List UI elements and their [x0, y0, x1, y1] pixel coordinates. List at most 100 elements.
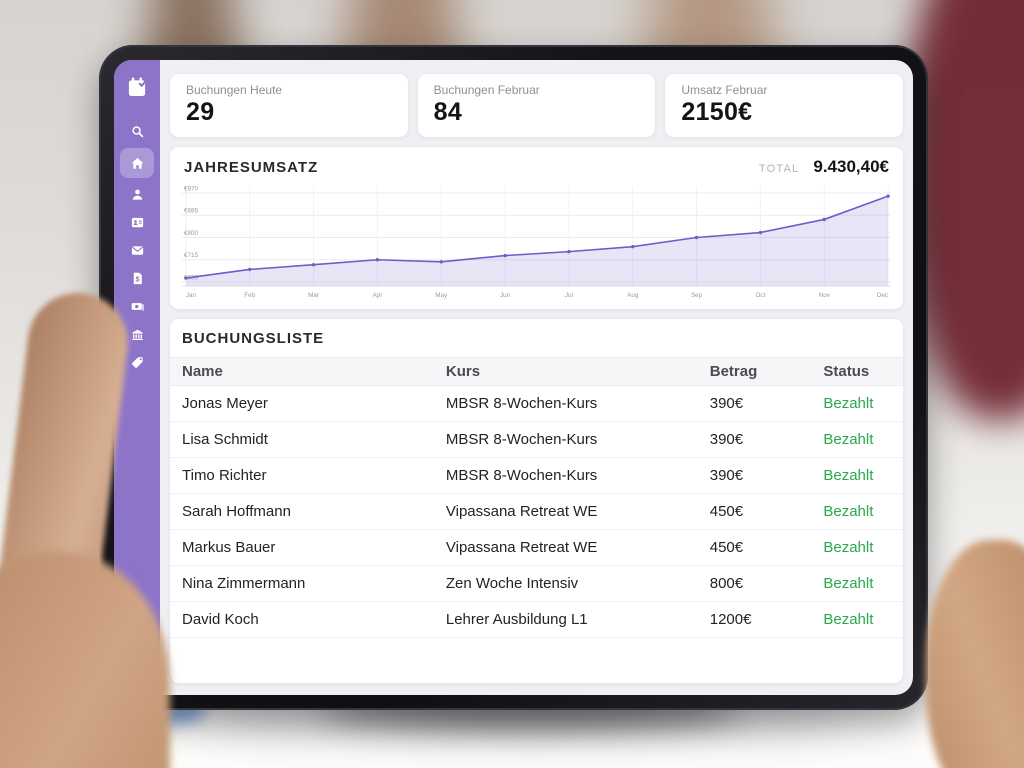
booking-row[interactable]: Lisa Schmidt MBSR 8-Wochen-Kurs 390€ Bezahl…	[170, 421, 903, 458]
booking-row[interactable]: Timo Richter MBSR 8-Wochen-Kurs 390€ Bezahl…	[170, 457, 903, 494]
sidebar-item-bank[interactable]	[120, 321, 154, 348]
booking-row[interactable]: Nina Zimmermann Zen Woche Intensiv 800€ Bez…	[170, 565, 903, 602]
cell-name: Lisa Schmidt	[170, 421, 434, 458]
stat-label: Buchungen Heute	[186, 83, 283, 97]
bank-icon	[130, 327, 145, 342]
column-header-name: Name	[170, 357, 434, 386]
chart-title: JAHRESUMSATZ	[184, 159, 319, 176]
cell-status: Bezahlt	[811, 601, 903, 638]
cell-kurs: MBSR 8-Wochen-Kurs	[433, 421, 698, 458]
sidebar-item-mail[interactable]	[120, 237, 154, 264]
home-icon	[130, 156, 145, 171]
svg-text:Jul: Jul	[565, 292, 573, 299]
cell-betrag: 390€	[697, 385, 812, 422]
table-header: Name Kurs Betrag Status	[170, 357, 903, 386]
cell-status: Bezahlt	[811, 385, 903, 422]
cell-kurs: MBSR 8-Wochen-Kurs	[433, 385, 698, 422]
stat-value: 2150€	[681, 98, 753, 126]
bookings-table: Name Kurs Betrag Status Jonas Meyer MBSR …	[170, 357, 903, 638]
revenue-area-chart: €970€885€800€715€630JanFebMarAprMayJunJu…	[182, 185, 891, 299]
sidebar-item-user[interactable]	[120, 181, 154, 208]
sidebar-item-invoice[interactable]: $	[120, 265, 154, 292]
annual-revenue-card: JAHRESUMSATZ TOTAL 9.430,40€ €970 €885 €80…	[170, 147, 903, 309]
svg-text:Oct: Oct	[756, 292, 766, 299]
user-icon	[130, 187, 145, 202]
cell-name: Nina Zimmermann	[170, 565, 434, 602]
mail-icon	[130, 243, 145, 258]
app-logo[interactable]	[122, 72, 152, 102]
cell-status: Bezahlt	[811, 421, 903, 458]
svg-text:Nov: Nov	[819, 292, 831, 299]
cell-betrag: 450€	[697, 529, 812, 566]
sidebar-item-contacts[interactable]	[120, 209, 154, 236]
stat-label: Buchungen Februar	[433, 83, 540, 97]
cell-kurs: Zen Woche Intensiv	[433, 565, 698, 602]
svg-text:€800: €800	[184, 230, 198, 237]
svg-text:Feb: Feb	[244, 292, 255, 299]
table-body: Jonas Meyer MBSR 8-Wochen-Kurs 390€ Bezahlt…	[170, 385, 903, 638]
bookings-card: BUCHUNGSLISTE Name Kurs Betrag Status Jo…	[170, 319, 903, 683]
cell-name: Sarah Hoffmann	[170, 493, 434, 530]
svg-text:Jan: Jan	[186, 292, 197, 299]
chart-total: TOTAL 9.430,40€	[759, 157, 889, 177]
cell-status: Bezahlt	[811, 565, 903, 602]
column-header-kurs: Kurs	[433, 357, 698, 386]
calendar-check-icon	[125, 75, 149, 99]
column-header-betrag: Betrag	[697, 357, 812, 386]
booking-row[interactable]: Markus Bauer Vipassana Retreat WE 450€ Beza…	[170, 529, 903, 566]
sidebar-item-banknote[interactable]	[120, 293, 154, 320]
cell-name: Timo Richter	[170, 457, 434, 494]
cell-betrag: 800€	[697, 565, 812, 602]
svg-text:Sep: Sep	[691, 292, 703, 299]
cell-kurs: Vipassana Retreat WE	[433, 529, 698, 566]
cell-kurs: Vipassana Retreat WE	[433, 493, 698, 530]
cell-name: David Koch	[170, 601, 434, 638]
search-icon	[130, 124, 145, 139]
contacts-icon	[130, 215, 145, 230]
total-label: TOTAL	[758, 163, 800, 175]
cell-status: Bezahlt	[811, 457, 903, 494]
cell-name: Markus Bauer	[170, 529, 434, 566]
sidebar-item-home[interactable]	[120, 148, 154, 178]
cell-betrag: 390€	[697, 457, 812, 494]
booking-row[interactable]: David Koch Lehrer Ausbildung L1 1200€ Bezah…	[170, 601, 903, 638]
booking-row[interactable]: Sarah Hoffmann Vipassana Retreat WE 450€ Be…	[170, 493, 903, 530]
cell-betrag: 1200€	[697, 601, 812, 638]
cell-betrag: 390€	[697, 421, 812, 458]
tag-icon	[130, 355, 145, 370]
svg-text:Aug: Aug	[627, 292, 639, 299]
main-content: Buchungen Heute 29 Buchungen Februar 84 …	[160, 60, 913, 695]
svg-text:$: $	[135, 277, 139, 284]
svg-text:Dec: Dec	[877, 292, 889, 299]
column-header-status: Status	[811, 357, 903, 386]
right-hand	[926, 540, 1024, 768]
chart-header: JAHRESUMSATZ TOTAL 9.430,40€	[182, 157, 891, 183]
stat-label: Umsatz Februar	[681, 83, 768, 97]
cell-status: Bezahlt	[811, 493, 903, 530]
banknote-icon	[130, 299, 145, 314]
stat-card-revenue-february: Umsatz Februar 2150€	[665, 74, 904, 137]
cell-betrag: 450€	[697, 493, 812, 530]
svg-text:€885: €885	[184, 208, 198, 215]
stat-value: 29	[186, 98, 215, 126]
total-value: 9.430,40€	[813, 157, 889, 176]
stat-card-bookings-february: Buchungen Februar 84	[417, 74, 656, 137]
svg-text:Jun: Jun	[500, 292, 511, 299]
cell-kurs: Lehrer Ausbildung L1	[433, 601, 698, 638]
stat-card-bookings-today: Buchungen Heute 29	[170, 74, 408, 137]
svg-text:Apr: Apr	[372, 292, 383, 299]
sidebar-item-search[interactable]	[120, 118, 154, 145]
svg-text:€970: €970	[184, 185, 198, 192]
svg-text:Mar: Mar	[308, 292, 320, 299]
app-screen: $? Buchungen Heute 29 Buchungen Februar …	[114, 60, 913, 695]
cell-status: Bezahlt	[811, 529, 903, 566]
invoice-icon: $	[130, 271, 145, 286]
stats-row: Buchungen Heute 29 Buchungen Februar 84 …	[170, 74, 904, 137]
booking-row[interactable]: Jonas Meyer MBSR 8-Wochen-Kurs 390€ Bezahlt	[170, 385, 903, 422]
cell-kurs: MBSR 8-Wochen-Kurs	[433, 457, 698, 494]
stat-value: 84	[433, 98, 463, 126]
svg-text:May: May	[435, 292, 448, 299]
table-title: BUCHUNGSLISTE	[182, 330, 325, 347]
sidebar-item-tag[interactable]	[120, 349, 154, 376]
